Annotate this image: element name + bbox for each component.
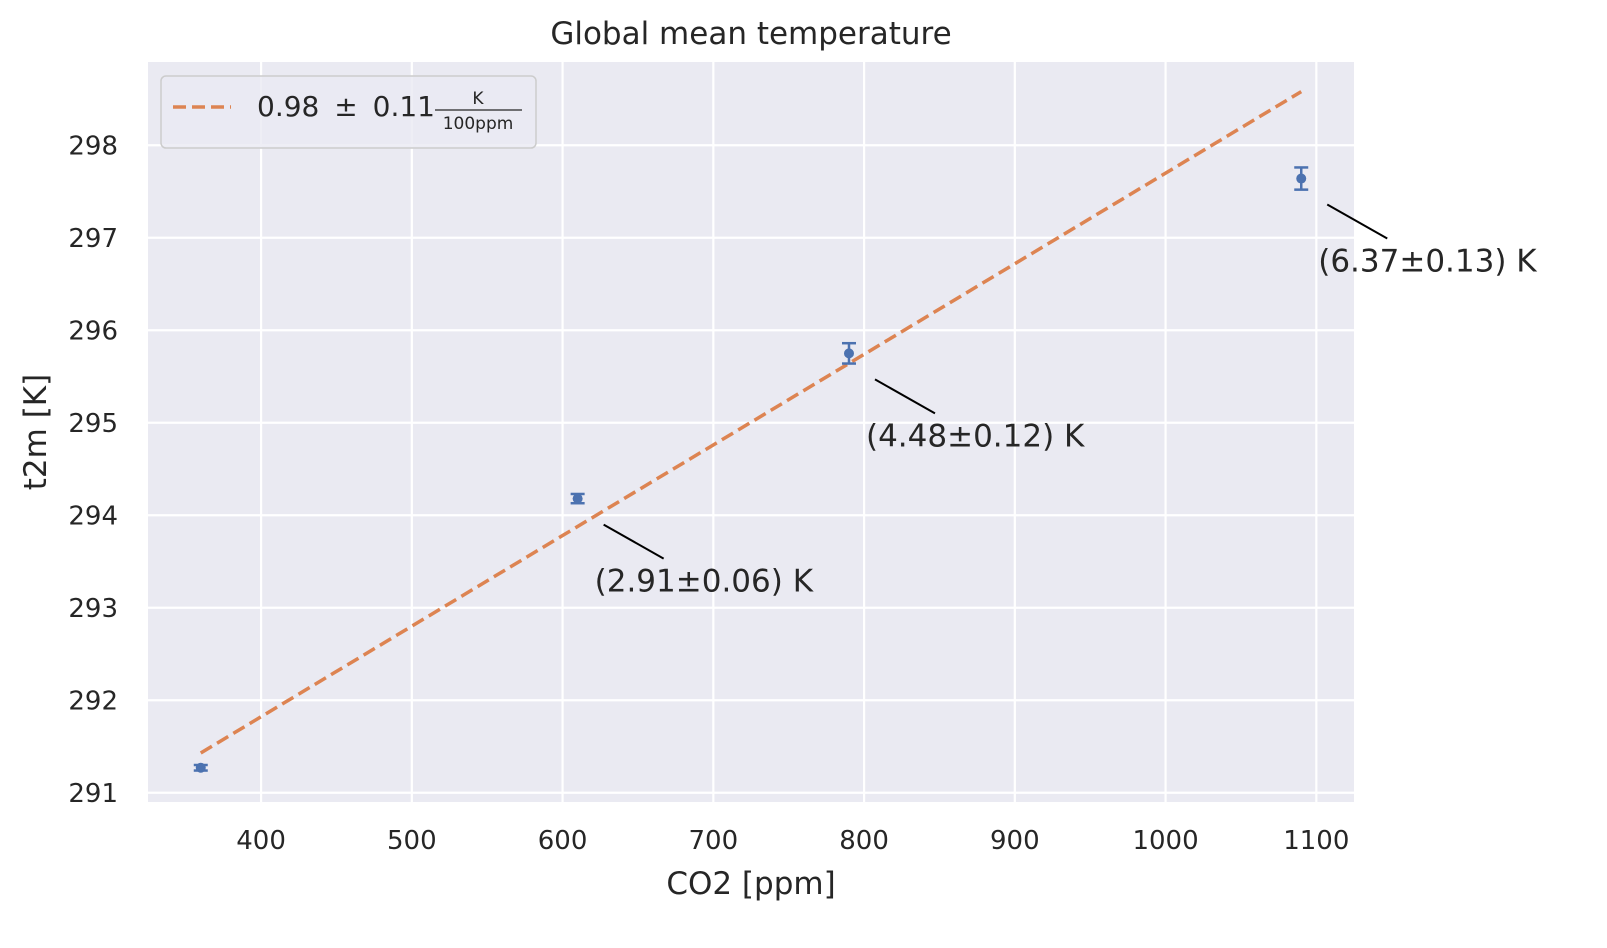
legend-label: 0.98 ± 0.11	[257, 90, 435, 123]
annotation: (6.37±0.13) K	[1318, 203, 1537, 280]
plot-background	[148, 62, 1354, 802]
annotation-leader-line	[1326, 203, 1388, 240]
y-tick-label: 298	[68, 131, 118, 161]
x-tick-label: 400	[236, 826, 286, 856]
x-tick-label: 600	[538, 826, 588, 856]
legend-unit-denominator: 100ppm	[443, 114, 514, 134]
grid-lines	[148, 62, 1354, 802]
legend-unit-numerator: K	[472, 89, 484, 109]
data-points-group	[193, 166, 1309, 773]
data-point	[1296, 173, 1307, 184]
y-axis-label: t2m [K]	[18, 374, 54, 490]
annotation-label: (2.91±0.06) K	[595, 564, 814, 600]
data-point	[572, 493, 583, 504]
x-tick-label: 1000	[1132, 826, 1198, 856]
x-tick-labels: 400 500 600 700 800 900 1000 1100	[236, 826, 1349, 856]
legend-pm-sign: ±	[334, 90, 357, 123]
chart-title: Global mean temperature	[550, 16, 951, 52]
data-point-group	[841, 341, 856, 365]
x-tick-label: 900	[990, 826, 1040, 856]
data-point-group	[1294, 166, 1309, 191]
annotations-group: (2.91±0.06) K (4.48±0.12) K (6.37±0.13) K	[595, 203, 1537, 600]
y-tick-label: 297	[68, 224, 118, 254]
annotation-label: (4.48±0.12) K	[866, 418, 1085, 454]
y-tick-labels: 291 292 293 294 295 296 297 298	[68, 131, 118, 809]
annotation: (2.91±0.06) K	[595, 523, 814, 600]
annotation-label: (6.37±0.13) K	[1318, 244, 1537, 280]
x-tick-label: 1100	[1283, 826, 1349, 856]
y-tick-label: 291	[68, 779, 118, 809]
data-point-group	[570, 492, 585, 505]
x-axis-label: CO2 [ppm]	[666, 866, 835, 902]
legend-slope-error: 0.11	[373, 90, 435, 123]
annotation-leader-line	[603, 523, 665, 560]
legend: 0.98 ± 0.11 K 100ppm	[160, 75, 537, 149]
y-tick-label: 294	[68, 501, 118, 531]
y-tick-label: 293	[68, 594, 118, 624]
data-point-group	[193, 762, 208, 773]
annotation-leader-line	[874, 378, 936, 415]
x-tick-label: 500	[387, 826, 437, 856]
annotation: (4.48±0.12) K	[866, 378, 1085, 454]
legend-box	[160, 75, 537, 149]
legend-slope-value: 0.98	[257, 90, 319, 123]
data-point	[195, 762, 206, 773]
fit-line	[199, 90, 1303, 755]
y-tick-label: 292	[68, 686, 118, 716]
x-tick-label: 700	[688, 826, 738, 856]
y-tick-label: 296	[68, 316, 118, 346]
fit-line-group	[199, 90, 1303, 755]
x-tick-label: 800	[839, 826, 889, 856]
y-tick-label: 295	[68, 409, 118, 439]
data-point	[843, 348, 854, 359]
